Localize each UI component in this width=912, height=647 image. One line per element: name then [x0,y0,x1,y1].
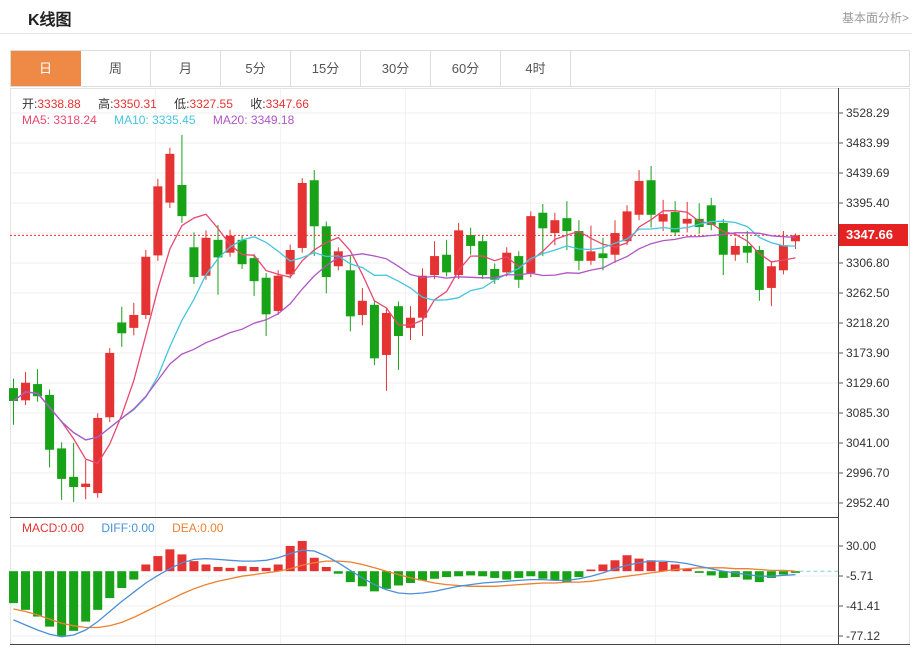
price-tick-label: 2952.40 [846,495,890,510]
ma20-legend: MA20: 3349.18 [212,113,295,127]
diff-value: DIFF:0.00 [101,521,155,535]
ohlc-legend: 开:3338.88 高:3350.31 低:3327.55 收:3347.66 [22,95,323,112]
price-tick-label: 2996.70 [846,465,890,480]
tab-week[interactable]: 周 [81,51,151,86]
price-tick-label: 3439.69 [846,166,890,180]
chart-container[interactable] [10,88,910,645]
tab-min15[interactable]: 15分 [291,51,361,86]
macd-tick-label: -77.12 [846,628,881,643]
ma10-legend: MA10: 3335.45 [114,113,196,127]
price-tick-label: 3395.40 [846,195,890,210]
tab-month[interactable]: 月 [151,51,221,86]
tab-day[interactable]: 日 [11,51,81,86]
ohlc-open: 开:3338.88 [22,97,81,111]
ma-legend: MA5: 3318.24 MA10: 3335.45 MA20: 3349.18 [22,113,308,127]
price-tick-label: 3085.30 [846,405,890,420]
macd-tick-label: -5.71 [846,568,874,583]
tab-hour4[interactable]: 4时 [501,51,571,86]
macd-value: MACD:0.00 [22,521,85,535]
period-tabbar: 日周月 5分 15分 30分 60分 4时 [10,50,910,87]
price-tick-label: 3528.29 [846,106,890,120]
price-tick-label: 3262.50 [846,285,890,300]
ohlc-close: 收:3347.66 [250,97,309,111]
price-tick-label: 3173.90 [846,345,890,360]
tab-min30[interactable]: 30分 [361,51,431,86]
fundamental-analysis-link[interactable]: 基本面分析> [841,11,909,25]
ma5-legend: MA5: 3318.24 [22,113,97,127]
tab-min60[interactable]: 60分 [431,51,501,86]
ohlc-high: 高:3350.31 [98,97,157,111]
price-tick-label: 3218.20 [846,315,890,330]
current-price-badge: 3347.66 [839,224,908,247]
tab-min5[interactable]: 5分 [221,51,291,86]
ohlc-low: 低:3327.55 [174,97,233,111]
price-tick-label: 3129.60 [846,375,890,390]
price-tick-label: 3306.80 [846,255,890,270]
header-divider [0,33,912,34]
macd-legend: MACD:0.00 DIFF:0.00 DEA:0.00 [22,521,237,535]
macd-tick-label: 30.00 [846,538,877,553]
price-tick-label: 3041.00 [846,435,890,450]
page-title: K线图 [28,12,72,29]
price-tick-label: 3483.99 [846,136,890,150]
dea-value: DEA:0.00 [172,521,224,535]
macd-tick-label: -41.41 [846,598,881,613]
